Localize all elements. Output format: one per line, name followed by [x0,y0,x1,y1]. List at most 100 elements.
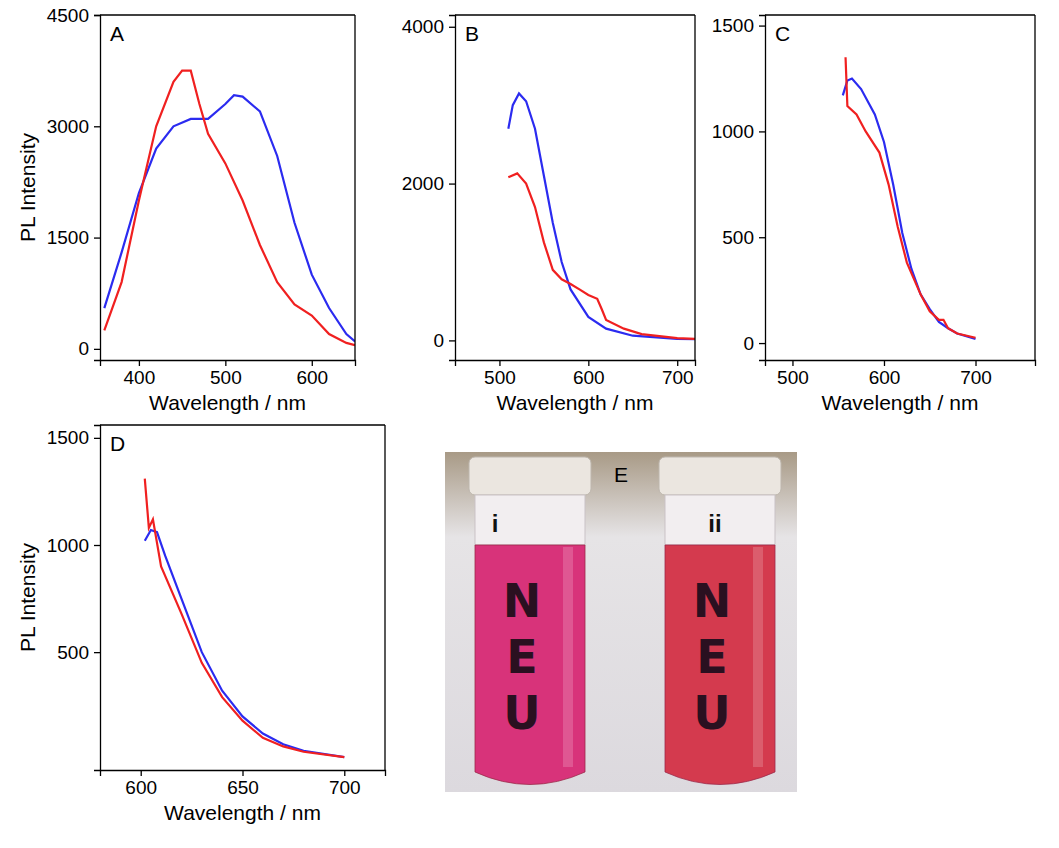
y-axis: 050010001500 [712,15,766,360]
tube-top [665,495,775,545]
tick: 4000 [402,16,455,37]
panel-letter: A [110,22,124,45]
panel-letter: B [465,22,479,45]
x-axis: 600650700 [101,770,386,798]
photo: iNEUiiNEUE [445,452,797,792]
spectrum-line [508,173,695,338]
photo-background [445,452,797,792]
tick-label: 0 [433,330,444,351]
panel: 500600700050010001500Wavelength / nmC [712,15,1036,414]
tick-label: 1000 [712,121,754,142]
tick-label: 4000 [402,16,444,37]
tube-highlight [563,547,573,767]
tube-cap [659,457,781,495]
tick: 1500 [47,227,100,248]
tick-mark [94,126,100,127]
tube: i NEU [469,457,591,785]
axis-line [94,16,101,361]
tick-mark [499,360,500,366]
frame [694,15,695,360]
frame [1034,15,1035,360]
tick-label: 600 [869,367,901,388]
tick-label: 700 [960,367,992,388]
plot-area [145,479,345,758]
axis-line [759,16,766,361]
tick-mark [139,360,140,366]
tick-mark [94,349,100,350]
plot-area [508,93,695,339]
tick: 500 [210,360,242,388]
tick: 700 [662,360,694,388]
x-axis: 500600700 [766,360,1036,388]
tick-label: 3000 [47,116,89,137]
tick: 0 [78,338,100,359]
tick: 400 [124,360,156,388]
tick-mark [94,438,100,439]
tick-mark [884,360,885,366]
panel-letter: E [614,463,628,486]
panel: 400 500 600 0 1500 3000 4500 Wavelength / nm PL … [16,5,356,414]
axis-line [94,426,101,771]
tick-label: 1500 [47,227,89,248]
tick-label: 500 [722,227,754,248]
x-axis-title: Wavelength / nm [164,801,321,824]
x-axis-title: Wavelength / nm [149,391,306,414]
tick-mark [94,652,100,653]
tick-mark [759,237,765,238]
tick: 650 [227,770,259,798]
tick-mark [94,237,100,238]
tick-mark [792,360,793,366]
tick-label: 500 [57,642,89,663]
tick-mark [94,15,100,16]
panel: 60065070050010001500Wavelength / nmPL In… [16,425,386,824]
panel-letter: C [775,22,790,45]
tick-mark [759,25,765,26]
spectrum-line [843,78,976,338]
axis-line [766,361,1036,367]
tube-writing: NEU [693,574,732,740]
panel: 500600700020004000Wavelength / nmB [402,15,696,414]
tick-mark [225,360,226,366]
tick: 600 [869,360,901,388]
y-axis-title: PL Intensity [16,133,39,242]
tick-mark [975,360,976,366]
tick: 500 [57,642,100,663]
tick-label: 4500 [47,5,89,26]
frame [100,14,355,15]
tick-mark [759,131,765,132]
tick-label: 1500 [47,427,89,448]
tick-label: 700 [329,777,361,798]
y-axis: 0 1500 3000 4500 [47,5,101,361]
tube-label: i [492,510,499,537]
tick: 0 [433,330,455,351]
plot-area [843,57,976,339]
tick-label: 1500 [712,15,754,36]
x-axis-title: Wavelength / nm [822,391,979,414]
spectrum-line [846,57,976,337]
tick: 500 [722,227,765,248]
spectrum-line [104,95,355,341]
tube-cap [469,457,591,495]
tick-mark [449,183,455,184]
axis-line [456,361,696,367]
tick: 600 [296,360,328,388]
tube-writing: NEU [503,574,542,740]
tick-label: 0 [78,338,89,359]
axis-line [449,16,456,361]
tick-label: 650 [227,777,259,798]
tick-mark [759,343,765,344]
tick-label: 600 [573,367,605,388]
x-axis-title: Wavelength / nm [497,391,654,414]
panel-letter: D [110,432,125,455]
frame [455,14,695,15]
axis-line [101,361,356,367]
tick: 3000 [47,116,100,137]
frame [354,15,355,360]
tick-label: 2000 [402,173,444,194]
tick: 700 [329,770,361,798]
tick: 1500 [47,427,100,448]
spectrum-line [104,71,355,346]
spectrum-line [145,479,345,758]
tube: iiNEU [659,457,781,785]
tick: 1000 [47,535,100,556]
